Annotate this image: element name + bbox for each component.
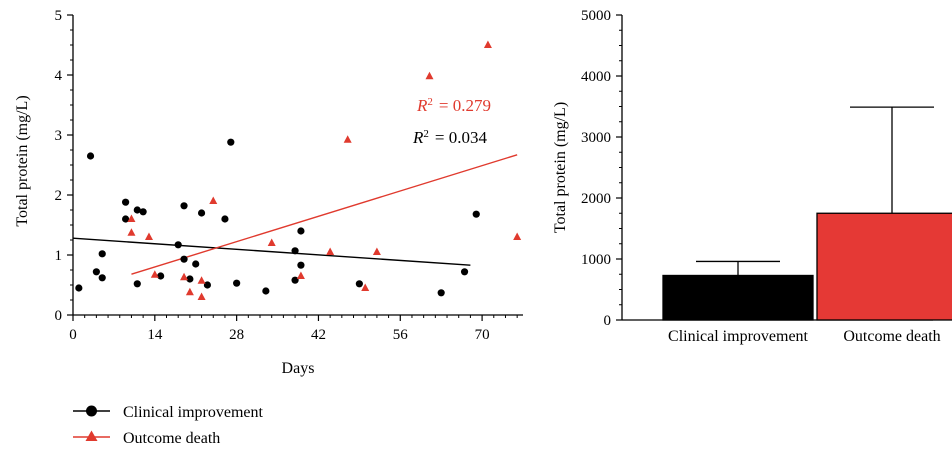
r2-improvement-symbol: R bbox=[412, 128, 424, 147]
bar-clinical-improvement bbox=[662, 274, 814, 321]
bar-category-label: Outcome death bbox=[843, 328, 940, 345]
scatter-y-tick-label: 1 bbox=[55, 248, 63, 264]
point-improvement bbox=[297, 227, 305, 235]
point-improvement bbox=[291, 276, 299, 284]
point-improvement bbox=[221, 215, 229, 223]
bar-y-tick-label: 0 bbox=[604, 313, 612, 329]
scatter-trend-lines bbox=[72, 154, 518, 275]
point-improvement bbox=[86, 152, 95, 160]
point-improvement bbox=[180, 202, 188, 210]
trend-line-improvement bbox=[72, 237, 471, 266]
point-improvement bbox=[297, 261, 305, 269]
point-death bbox=[197, 292, 206, 300]
legend-label-improvement: Clinical improvement bbox=[123, 404, 264, 421]
point-improvement bbox=[186, 275, 194, 283]
r2-improvement-sup: 2 bbox=[423, 128, 429, 140]
scatter-x-tick-label: 70 bbox=[475, 327, 490, 343]
bar-ticks: 0 1000 2000 3000 4000 5000 bbox=[581, 8, 622, 329]
point-improvement bbox=[197, 209, 206, 217]
point-improvement bbox=[92, 268, 100, 276]
point-death bbox=[127, 214, 136, 222]
scatter-x-tick-label: 28 bbox=[229, 327, 244, 343]
scatter-x-tick-label: 0 bbox=[69, 327, 77, 343]
r2-improvement-value: = 0.034 bbox=[435, 128, 488, 147]
point-improvement bbox=[437, 289, 445, 297]
point-improvement bbox=[157, 272, 165, 280]
point-improvement bbox=[139, 208, 147, 216]
scatter-y-tick-label: 4 bbox=[55, 68, 63, 84]
point-death bbox=[267, 238, 276, 246]
point-death bbox=[372, 247, 381, 255]
point-death bbox=[197, 276, 206, 284]
bar-y-tick-label: 5000 bbox=[581, 8, 611, 24]
scatter-x-tick-label: 42 bbox=[311, 327, 326, 343]
bar-y-axis-title: Total protein (mg/L) bbox=[552, 102, 569, 233]
scatter-x-tick-label: 14 bbox=[147, 327, 163, 343]
scatter-y-tick-label: 2 bbox=[55, 188, 63, 204]
point-improvement bbox=[203, 281, 212, 289]
point-death bbox=[483, 40, 492, 48]
point-death bbox=[361, 283, 370, 291]
point-improvement bbox=[233, 279, 241, 287]
legend-item-clinical-improvement: Clinical improvement bbox=[73, 404, 264, 421]
point-death bbox=[343, 135, 352, 143]
legend-item-outcome-death: Outcome death bbox=[73, 430, 220, 447]
scatter-y-axis-title: Total protein (mg/L) bbox=[14, 95, 31, 226]
point-improvement bbox=[174, 241, 182, 249]
legend-circle-marker bbox=[86, 405, 97, 417]
point-improvement bbox=[98, 274, 106, 282]
point-improvement bbox=[180, 255, 188, 263]
legend-label-death: Outcome death bbox=[123, 430, 220, 447]
point-improvement bbox=[472, 210, 480, 218]
r2-death-sup: 2 bbox=[427, 96, 433, 108]
point-death bbox=[185, 287, 194, 296]
point-improvement bbox=[192, 260, 200, 268]
point-death bbox=[296, 271, 305, 279]
scatter-x-axis-title: Days bbox=[282, 360, 315, 377]
point-death bbox=[150, 270, 159, 278]
legend: Clinical improvement Outcome death bbox=[73, 404, 264, 447]
scatter-x-tick-label: 56 bbox=[393, 327, 409, 343]
point-improvement bbox=[460, 268, 469, 276]
bar-y-tick-label: 3000 bbox=[581, 130, 611, 146]
r2-annotation-death: R2 = 0.279 bbox=[416, 96, 491, 115]
point-improvement bbox=[291, 247, 299, 255]
bar-outcome-death bbox=[816, 212, 952, 321]
point-death bbox=[326, 247, 335, 255]
point-death bbox=[144, 232, 153, 240]
scatter-axes bbox=[72, 15, 523, 316]
scatter-panel: 0 1 2 3 4 5 0 14 28 42 56 70 Days Total protein (mg… bbox=[14, 8, 523, 377]
point-death bbox=[513, 232, 522, 240]
trend-line-death bbox=[131, 154, 518, 275]
r2-annotation-improvement: R2 = 0.034 bbox=[412, 128, 487, 147]
point-death bbox=[209, 196, 218, 204]
legend-triangle-marker bbox=[85, 430, 98, 441]
point-improvement bbox=[75, 284, 83, 292]
point-improvement bbox=[98, 250, 106, 258]
point-death bbox=[127, 228, 136, 236]
point-improvement bbox=[133, 206, 141, 214]
point-improvement bbox=[133, 280, 141, 288]
point-improvement bbox=[227, 138, 235, 146]
bar-y-tick-label: 1000 bbox=[581, 252, 611, 268]
bar-category-label: Clinical improvement bbox=[668, 328, 809, 345]
scatter-y-tick-label: 3 bbox=[55, 128, 63, 144]
point-death bbox=[425, 71, 434, 80]
bar-marks: Clinical improvement Outcome death bbox=[662, 106, 952, 345]
point-improvement bbox=[262, 287, 270, 295]
bar-y-tick-label: 2000 bbox=[581, 191, 611, 207]
scatter-ticks: 0 1 2 3 4 5 0 14 28 42 56 70 bbox=[55, 8, 518, 343]
bar-y-tick-label: 4000 bbox=[581, 69, 611, 85]
point-improvement bbox=[121, 215, 130, 223]
scatter-points bbox=[75, 40, 522, 300]
point-improvement bbox=[355, 280, 363, 288]
r2-death-symbol: R bbox=[416, 96, 428, 115]
point-death bbox=[180, 272, 189, 281]
point-improvement bbox=[121, 198, 130, 206]
scatter-y-tick-label: 5 bbox=[55, 8, 63, 24]
r2-death-value: = 0.279 bbox=[439, 96, 491, 115]
bar-panel: 0 1000 2000 3000 4000 5000 Clinical improveme… bbox=[552, 8, 952, 345]
scatter-y-tick-label: 0 bbox=[55, 308, 63, 324]
